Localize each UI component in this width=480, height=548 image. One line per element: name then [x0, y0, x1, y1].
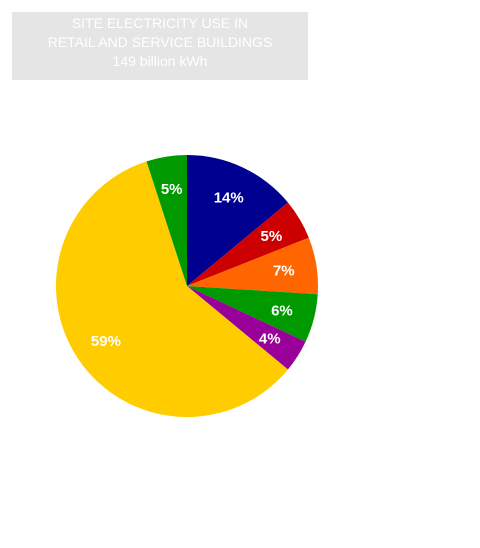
pie-slice-label-0: 14% [214, 189, 244, 206]
pie-slice-label-5: 59% [91, 333, 121, 350]
chart-title-line-1: SITE ELECTRICITY USE IN [71, 15, 249, 31]
pie-slice-5 [55, 161, 288, 418]
pie-slice-label-6: 5% [161, 181, 183, 198]
pie-slice-label-2: 7% [273, 263, 295, 280]
pie-slice-3 [187, 286, 318, 342]
pie-slice-label-1: 5% [261, 228, 283, 245]
pie-slice-4 [187, 286, 306, 370]
chart-title-line-3: 149 billion kWh [112, 53, 208, 69]
pie-slice-0 [187, 155, 288, 286]
pie-slice-1 [187, 202, 309, 286]
pie-slice-label-4: 4% [259, 331, 281, 348]
chart-title: SITE ELECTRICITY USE IN RETAIL AND SERVI… [12, 12, 308, 80]
pie-slice-2 [187, 237, 319, 295]
pie-slice-6 [146, 155, 187, 286]
pie-slice-label-3: 6% [271, 302, 293, 319]
chart-title-line-2: RETAIL AND SERVICE BUILDINGS [47, 34, 273, 50]
